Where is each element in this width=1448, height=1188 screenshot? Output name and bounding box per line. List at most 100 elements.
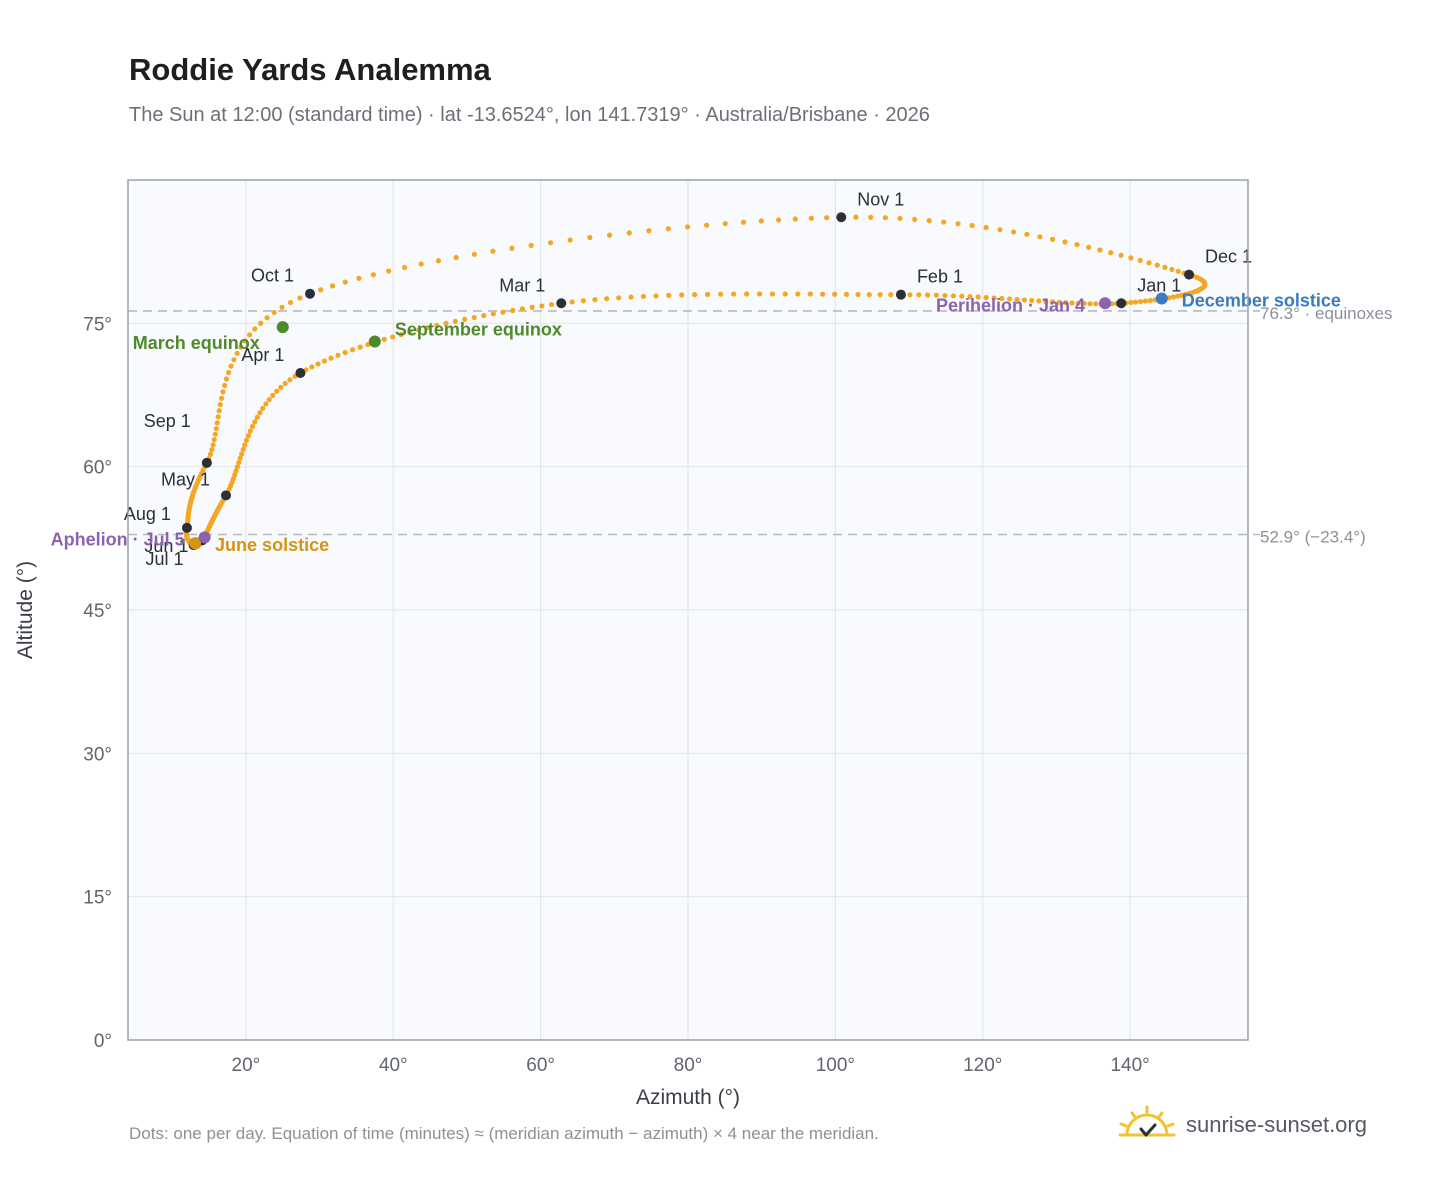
daily-dot bbox=[853, 214, 859, 220]
daily-dot bbox=[260, 405, 266, 411]
daily-dot bbox=[481, 313, 487, 319]
daily-dot bbox=[407, 329, 413, 335]
daily-dot bbox=[1170, 294, 1177, 300]
y-tick-label: 0° bbox=[94, 1031, 112, 1052]
daily-dot bbox=[950, 293, 957, 299]
daily-dot bbox=[666, 292, 672, 298]
daily-dot bbox=[758, 218, 764, 224]
daily-dot bbox=[264, 315, 270, 321]
y-tick-label: 45° bbox=[83, 601, 112, 622]
daily-dot bbox=[215, 414, 221, 420]
daily-dot bbox=[955, 221, 961, 227]
daily-dot bbox=[1049, 299, 1056, 305]
x-tick-label: 60° bbox=[526, 1055, 555, 1076]
month-label: Dec 1 bbox=[1205, 247, 1252, 267]
daily-dot bbox=[1037, 234, 1043, 240]
daily-dot bbox=[1075, 300, 1081, 306]
daily-dot bbox=[510, 307, 516, 314]
daily-dot bbox=[278, 384, 284, 390]
daily-dot bbox=[907, 292, 913, 298]
event-markers: March equinox September equinox June solst… bbox=[51, 290, 1341, 555]
daily-dot bbox=[685, 224, 691, 230]
daily-dot bbox=[975, 294, 981, 300]
event-label: Perihelion · Jan 4 bbox=[936, 295, 1085, 315]
daily-dot bbox=[756, 291, 763, 297]
daily-dot bbox=[342, 349, 348, 356]
daily-dot bbox=[1036, 298, 1042, 304]
month-marker bbox=[556, 298, 567, 309]
daily-dot bbox=[274, 388, 280, 394]
daily-dot bbox=[210, 442, 216, 448]
daily-dot bbox=[855, 291, 861, 298]
daily-dot bbox=[819, 291, 826, 297]
daily-dot bbox=[349, 347, 356, 353]
daily-dot bbox=[941, 219, 947, 225]
daily-dot bbox=[1062, 239, 1068, 245]
daily-dot bbox=[1021, 297, 1028, 303]
month-label: Feb 1 bbox=[917, 267, 963, 287]
daily-dot bbox=[1097, 247, 1103, 253]
daily-dot bbox=[209, 447, 215, 453]
daily-dot bbox=[221, 382, 228, 389]
daily-dot bbox=[216, 408, 222, 414]
daily-dot bbox=[1142, 298, 1148, 304]
reference-lines: 76.3° · equinoxes 52.9° (−23.4°) bbox=[128, 304, 1393, 547]
daily-dot bbox=[211, 437, 217, 443]
event-marker bbox=[1155, 292, 1168, 305]
footnote: Dots: one per day. Equation of time (min… bbox=[129, 1124, 879, 1143]
daily-dot bbox=[997, 227, 1003, 233]
event-label: December solstice bbox=[1182, 290, 1341, 310]
daily-dot bbox=[1169, 266, 1175, 273]
daily-dot bbox=[868, 214, 874, 220]
y-tick-label: 60° bbox=[83, 458, 112, 479]
y-axis-label: Altitude (°) bbox=[14, 561, 37, 659]
x-tick-label: 80° bbox=[674, 1055, 703, 1076]
daily-dot bbox=[744, 291, 750, 297]
daily-dot bbox=[228, 363, 234, 369]
daily-dot bbox=[1087, 301, 1093, 307]
event-marker bbox=[198, 531, 211, 544]
daily-dot bbox=[471, 314, 477, 321]
y-tick-label: 15° bbox=[83, 888, 112, 909]
month-marker bbox=[201, 457, 212, 468]
daily-dot bbox=[252, 419, 258, 425]
daily-dot bbox=[217, 401, 223, 408]
daily-dot bbox=[1175, 293, 1181, 299]
month-marker bbox=[1116, 298, 1127, 309]
daily-dot bbox=[212, 431, 218, 437]
daily-dot bbox=[731, 291, 737, 297]
daily-dot bbox=[529, 304, 535, 310]
daily-dot bbox=[792, 216, 798, 222]
daily-dot bbox=[983, 294, 989, 301]
month-label: Jun 1 bbox=[144, 536, 188, 556]
month-marker bbox=[305, 288, 315, 299]
daily-dot bbox=[1086, 244, 1092, 250]
daily-dot bbox=[329, 283, 336, 289]
daily-dot bbox=[691, 292, 698, 298]
daily-dot bbox=[258, 320, 264, 326]
daily-dot bbox=[247, 332, 253, 338]
daily-dot bbox=[547, 240, 554, 246]
daily-dot bbox=[704, 222, 710, 228]
daily-dot bbox=[587, 234, 593, 241]
daily-dot bbox=[604, 296, 610, 302]
daily-dot bbox=[782, 291, 788, 297]
event-marker bbox=[276, 321, 289, 334]
daily-dot bbox=[991, 295, 997, 301]
x-tick-label: 140° bbox=[1110, 1055, 1149, 1076]
daily-dot bbox=[356, 275, 362, 281]
daily-dot bbox=[309, 364, 315, 370]
x-tick-label: 100° bbox=[816, 1055, 855, 1076]
daily-dot bbox=[214, 420, 220, 426]
daily-dot bbox=[328, 355, 334, 361]
daily-dot bbox=[888, 292, 894, 298]
daily-dot bbox=[471, 251, 477, 257]
brand-name: sunrise-sunset.org bbox=[1186, 1112, 1367, 1137]
daily-dot bbox=[1128, 255, 1134, 261]
daily-dot bbox=[239, 451, 245, 457]
event-marker bbox=[1099, 297, 1112, 310]
daily-dot bbox=[434, 322, 440, 329]
daily-dot bbox=[592, 297, 598, 303]
daily-dot bbox=[567, 237, 573, 243]
